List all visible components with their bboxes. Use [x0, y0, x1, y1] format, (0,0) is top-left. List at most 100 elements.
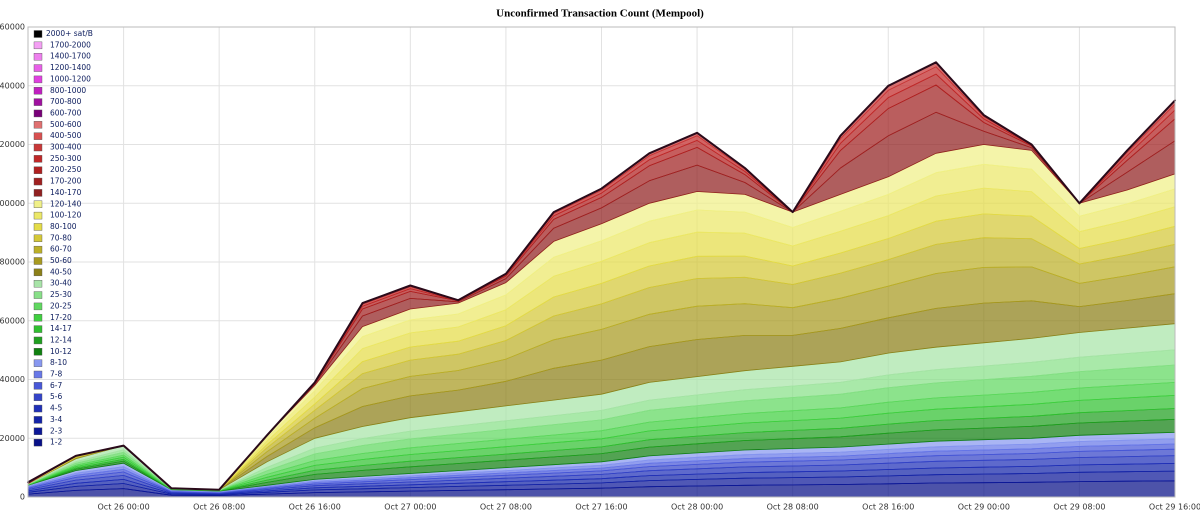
legend-swatch [33, 416, 43, 424]
legend-label: 40-50 [50, 267, 72, 276]
x-tick-label: Oct 26 16:00 [289, 503, 341, 512]
legend-label: 14-17 [50, 324, 72, 333]
legend-swatch [33, 211, 43, 220]
legend-swatch [33, 53, 43, 61]
legend-label: 7-8 [50, 370, 62, 379]
legend-swatch [33, 143, 43, 152]
legend-swatch [33, 302, 43, 311]
legend-label: 60-70 [50, 245, 72, 254]
legend-swatch [33, 438, 43, 447]
legend-label: 170-200 [50, 177, 82, 186]
legend-swatch [33, 30, 43, 38]
legend-label: 5-6 [50, 392, 62, 401]
legend-swatch [33, 234, 43, 243]
legend-label: 1000-1200 [50, 74, 91, 83]
legend-label: 12-14 [50, 335, 72, 344]
y-tick-label: 60000 [0, 316, 25, 325]
legend-swatch [33, 257, 43, 265]
legend-swatch [33, 336, 43, 345]
legend-label: 4-5 [50, 404, 62, 413]
legend-label: 10-12 [50, 347, 72, 356]
x-tick-label: Oct 26 08:00 [193, 503, 245, 512]
x-tick-label: Oct 28 16:00 [862, 503, 914, 512]
legend-label: 25-30 [50, 290, 72, 299]
legend-swatch [33, 75, 43, 84]
legend-label: 120-140 [50, 199, 82, 208]
legend-label: 600-700 [50, 108, 82, 117]
legend-swatch [33, 348, 43, 356]
legend: 2000+ sat/B 1700-2000 1400-1700 1200-1400 10… [33, 29, 93, 447]
legend-swatch [33, 64, 43, 72]
plot-frame [27, 26, 1176, 498]
legend-label: 30-40 [50, 279, 72, 288]
legend-label: 300-400 [50, 143, 82, 152]
legend-swatch [33, 291, 43, 299]
legend-label: 1-2 [50, 438, 62, 447]
y-tick-label: 120000 [0, 140, 25, 149]
legend-swatch [33, 404, 43, 413]
legend-label: 250-300 [50, 154, 82, 163]
legend-label: 700-800 [50, 97, 82, 106]
y-tick-label: 100000 [0, 199, 25, 208]
x-tick-label: Oct 29 08:00 [1053, 503, 1105, 512]
legend-label: 500-600 [50, 120, 82, 129]
legend-swatch [33, 177, 43, 186]
x-tick-label: Oct 27 00:00 [384, 503, 436, 512]
legend-label: 6-7 [50, 381, 62, 390]
axes: 0 20000 40000 60000 80000 100000 120000 140000 1… [0, 23, 1200, 512]
chart-title: Unconfirmed Transaction Count (Mempool) [496, 8, 704, 20]
x-tick-label: Oct 27 16:00 [575, 503, 627, 512]
legend-swatch [33, 325, 43, 333]
legend-swatch [33, 223, 43, 231]
legend-label: 1200-1400 [50, 63, 91, 72]
legend-swatch [33, 200, 43, 208]
legend-label: 20-25 [50, 301, 72, 310]
legend-swatch [33, 427, 43, 435]
x-tick-label: Oct 26 00:00 [98, 503, 150, 512]
legend-swatch [33, 87, 43, 95]
legend-swatch [33, 280, 43, 288]
legend-swatch [33, 121, 43, 129]
legend-label: 17-20 [50, 313, 72, 322]
legend-swatch [33, 268, 43, 277]
x-tick-label: Oct 28 08:00 [767, 503, 819, 512]
legend-label: 80-100 [50, 222, 77, 231]
legend-label: 200-250 [50, 165, 82, 174]
legend-label: 800-1000 [50, 86, 86, 95]
legend-swatch [33, 370, 43, 379]
legend-swatch [33, 155, 43, 163]
legend-swatch [33, 314, 43, 322]
legend-label: 1700-2000 [50, 40, 91, 49]
x-tick-label: Oct 29 00:00 [958, 503, 1010, 512]
x-tick-label: Oct 27 08:00 [480, 503, 532, 512]
legend-swatch [33, 189, 43, 197]
legend-swatch [33, 382, 43, 390]
legend-label: 50-60 [50, 256, 72, 265]
legend-swatch [33, 41, 43, 50]
legend-label: 140-170 [50, 188, 82, 197]
x-tick-label: Oct 28 00:00 [671, 503, 723, 512]
legend-label: 3-4 [50, 415, 62, 424]
legend-swatch [33, 166, 43, 174]
y-tick-label: 160000 [0, 23, 25, 32]
legend-swatch [33, 393, 43, 401]
legend-label: 2000+ sat/B [46, 29, 93, 38]
legend-swatch [33, 245, 43, 254]
y-tick-label: 20000 [0, 434, 25, 443]
legend-label: 70-80 [50, 233, 72, 242]
legend-swatch [33, 359, 43, 367]
x-tick-label: Oct 29 16:00 [1149, 503, 1200, 512]
areas [27, 61, 1176, 498]
legend-label: 1400-1700 [50, 52, 91, 61]
y-tick-label: 40000 [0, 375, 25, 384]
legend-label: 100-120 [50, 211, 82, 220]
legend-swatch [33, 132, 43, 140]
legend-label: 400-500 [50, 131, 82, 140]
y-tick-label: 0 [20, 493, 25, 502]
legend-swatch [33, 109, 43, 118]
y-tick-label: 140000 [0, 81, 25, 90]
y-tick-label: 80000 [0, 258, 25, 267]
legend-label: 2-3 [50, 426, 62, 435]
